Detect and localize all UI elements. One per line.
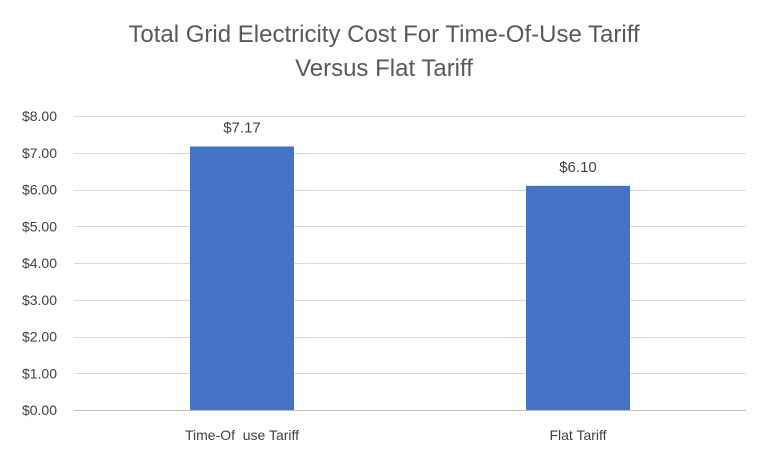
y-axis-tick-labels: $0.00 $1.00 $2.00 $3.00 $4.00 $5.00 $6.00 $7.00… (22, 108, 57, 418)
bar (526, 185, 630, 410)
bar (190, 146, 294, 410)
chart-title-line-2: Versus Flat Tariff (295, 55, 473, 82)
chart-title-line-1: Total Grid Electricity Cost For Time-Of-… (128, 21, 640, 48)
y-tick-label: $5.00 (22, 218, 57, 234)
chart-title: Total Grid Electricity Cost For Time-Of-… (0, 18, 768, 86)
x-category-label: Time-Of use Tariff (185, 427, 299, 443)
y-tick-label: $4.00 (22, 255, 57, 271)
data-label: $7.17 (223, 120, 261, 137)
y-tick-label: $7.00 (22, 145, 57, 161)
data-labels: $7.17 $6.10 (223, 120, 597, 176)
y-tick-label: $3.00 (22, 292, 57, 308)
x-category-label: Flat Tariff (549, 427, 606, 443)
bars (190, 146, 630, 410)
gridlines (74, 116, 746, 411)
y-tick-label: $1.00 (22, 365, 57, 381)
x-axis-category-labels: Time-Of use Tariff Flat Tariff (185, 427, 607, 443)
y-tick-label: $6.00 (22, 182, 57, 198)
y-tick-label: $2.00 (22, 329, 57, 345)
y-tick-label: $0.00 (22, 402, 57, 418)
data-label: $6.10 (559, 159, 597, 176)
y-tick-label: $8.00 (22, 108, 57, 124)
